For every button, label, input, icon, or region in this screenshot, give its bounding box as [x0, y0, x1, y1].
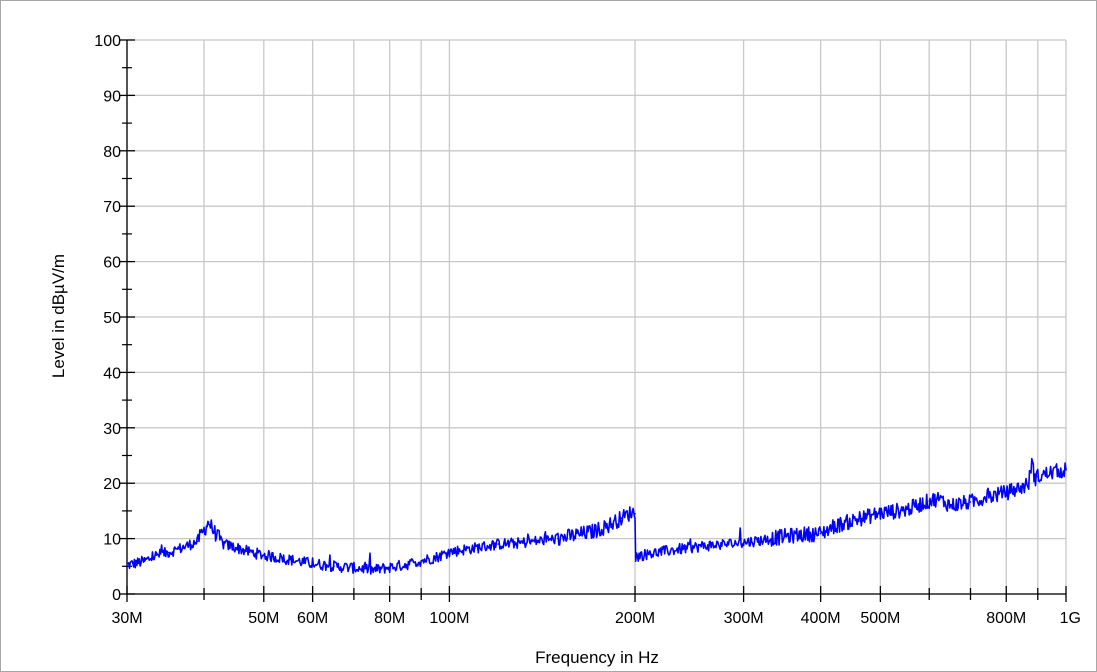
data-point	[207, 521, 210, 523]
data-point	[1051, 471, 1054, 473]
x-tick-label: 100M	[429, 610, 469, 627]
data-point	[420, 560, 423, 562]
data-point	[574, 534, 577, 537]
data-point	[143, 560, 146, 563]
x-tick-label: 800M	[986, 610, 1026, 627]
data-point	[333, 565, 335, 568]
x-tick-label: 400M	[801, 610, 841, 627]
data-point	[806, 533, 808, 535]
data-point	[434, 556, 437, 559]
x-axis-title: Frequency in Hz	[535, 648, 659, 667]
y-tick-label: 0	[112, 587, 121, 604]
x-tick-label: 30M	[111, 610, 142, 627]
y-tick-label: 70	[103, 199, 121, 216]
y-tick-label: 40	[103, 365, 121, 382]
data-point	[213, 530, 215, 533]
data-point	[311, 562, 314, 565]
data-point	[832, 525, 835, 528]
data-point	[1065, 469, 1067, 471]
data-point	[263, 554, 265, 556]
x-tick-label: 1G	[1060, 610, 1081, 627]
x-tick-label: 500M	[860, 610, 900, 627]
data-point	[364, 567, 366, 570]
y-tick-label: 50	[103, 310, 121, 327]
data-point	[371, 569, 374, 571]
data-point	[182, 546, 184, 549]
data-point	[784, 535, 786, 538]
data-point	[988, 495, 990, 498]
data-point	[497, 543, 500, 545]
data-point	[388, 566, 391, 569]
data-point	[1031, 460, 1033, 462]
y-tick-label: 20	[103, 476, 121, 493]
data-point	[1005, 491, 1007, 494]
data-point	[518, 542, 521, 544]
data-point	[1034, 478, 1036, 480]
data-point	[126, 564, 128, 566]
data-point	[288, 558, 291, 561]
data-point	[949, 504, 952, 507]
data-point	[634, 555, 637, 558]
data-point	[760, 539, 762, 542]
x-tick-label: 80M	[374, 610, 405, 627]
data-point	[155, 554, 158, 556]
data-point	[683, 547, 685, 550]
data-point	[196, 540, 199, 543]
data-point	[203, 529, 205, 532]
data-point	[704, 545, 707, 547]
data-point	[448, 551, 451, 553]
data-point	[659, 551, 662, 553]
series-layer	[126, 457, 1067, 575]
data-point	[222, 543, 225, 545]
tick-labels: 0 10 20 30 40 50 60 70 80 90 100 30M 50M 60M 80M 100M 20…	[94, 33, 1081, 627]
data-point	[1027, 482, 1030, 485]
data-point	[606, 525, 608, 528]
y-tick-label: 60	[103, 255, 121, 272]
y-tick-label: 80	[103, 144, 121, 161]
data-point	[819, 532, 822, 535]
x-tick-label: 50M	[248, 610, 279, 627]
data-point	[631, 511, 634, 513]
data-point	[246, 550, 248, 553]
data-point	[937, 497, 939, 500]
axes	[119, 39, 1067, 602]
y-tick-label: 30	[103, 421, 121, 438]
data-point	[928, 500, 930, 502]
y-tick-label: 100	[94, 33, 121, 50]
y-tick-label: 90	[103, 88, 121, 105]
data-point	[640, 554, 643, 556]
data-point	[851, 520, 853, 522]
data-point	[1037, 475, 1039, 478]
data-point	[167, 551, 170, 554]
data-point	[405, 563, 407, 566]
x-tick-label: 300M	[724, 610, 764, 627]
series-line	[127, 457, 1067, 575]
y-tick-label: 10	[103, 532, 121, 549]
data-point	[742, 541, 745, 544]
grid-lines	[126, 39, 1067, 595]
data-point	[879, 512, 882, 514]
data-point	[620, 517, 623, 519]
data-point	[590, 531, 593, 533]
data-point	[474, 547, 476, 549]
y-axis-title: Level in dBµV/m	[49, 254, 68, 378]
data-point	[234, 546, 237, 549]
data-point	[1021, 486, 1024, 488]
data-point	[905, 509, 907, 511]
data-point	[634, 512, 636, 515]
data-point	[724, 543, 726, 545]
data-point	[353, 567, 355, 569]
x-tick-label: 200M	[615, 610, 655, 627]
data-point	[557, 537, 559, 540]
data-point	[969, 501, 972, 503]
data-point	[538, 540, 541, 542]
x-tick-label: 60M	[297, 610, 328, 627]
